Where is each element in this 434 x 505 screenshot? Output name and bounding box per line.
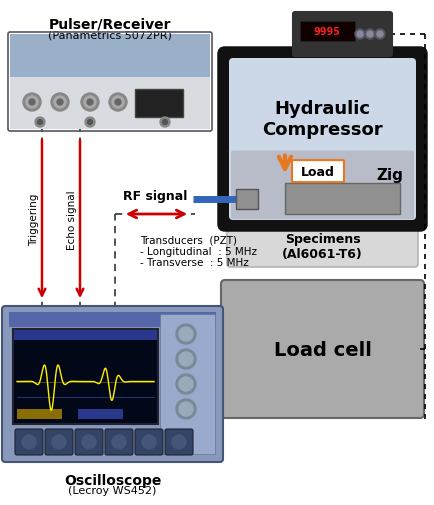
Bar <box>236 189 258 209</box>
Text: Oscilloscope: Oscilloscope <box>64 473 161 487</box>
Circle shape <box>26 97 38 109</box>
Circle shape <box>179 402 193 416</box>
Text: Pulser/Receiver: Pulser/Receiver <box>49 17 171 31</box>
Circle shape <box>357 32 363 38</box>
Circle shape <box>37 120 43 125</box>
Circle shape <box>112 435 126 449</box>
FancyBboxPatch shape <box>229 59 416 221</box>
Circle shape <box>112 97 124 109</box>
Bar <box>13 329 158 424</box>
FancyBboxPatch shape <box>219 49 426 231</box>
Circle shape <box>176 374 196 394</box>
FancyBboxPatch shape <box>231 152 414 220</box>
Text: Transducers  (PZT)
- Longitudinal  : 5 MHz
- Transverse  : 5 MHz: Transducers (PZT) - Longitudinal : 5 MHz… <box>140 234 257 268</box>
Circle shape <box>365 30 375 40</box>
FancyBboxPatch shape <box>292 161 344 183</box>
Text: Specimens
(Al6061-T6): Specimens (Al6061-T6) <box>282 232 363 261</box>
Circle shape <box>22 435 36 449</box>
FancyBboxPatch shape <box>2 307 223 462</box>
Bar <box>285 184 400 215</box>
Text: Load cell: Load cell <box>273 340 372 359</box>
Text: (Lecroy WS452): (Lecroy WS452) <box>68 485 157 495</box>
Circle shape <box>179 377 193 391</box>
Circle shape <box>172 435 186 449</box>
FancyBboxPatch shape <box>45 429 73 455</box>
FancyBboxPatch shape <box>15 429 43 455</box>
Circle shape <box>88 120 92 125</box>
Circle shape <box>162 120 168 125</box>
Text: Hydraulic
Compressor: Hydraulic Compressor <box>262 100 383 139</box>
Circle shape <box>367 32 373 38</box>
Circle shape <box>35 118 45 128</box>
Circle shape <box>23 94 41 112</box>
Text: 9995: 9995 <box>313 27 341 37</box>
Bar <box>9 313 216 327</box>
Circle shape <box>84 97 96 109</box>
Text: Zig: Zig <box>377 168 404 183</box>
Circle shape <box>85 118 95 128</box>
Circle shape <box>375 30 385 40</box>
Circle shape <box>179 352 193 366</box>
Circle shape <box>87 100 93 106</box>
Circle shape <box>377 32 383 38</box>
FancyBboxPatch shape <box>165 429 193 455</box>
Text: RF signal: RF signal <box>123 189 187 203</box>
Circle shape <box>51 94 69 112</box>
Circle shape <box>176 324 196 344</box>
Text: (Panametrics 5072PR): (Panametrics 5072PR) <box>48 30 172 40</box>
Circle shape <box>81 94 99 112</box>
Bar <box>78 409 123 419</box>
Circle shape <box>176 349 196 369</box>
FancyBboxPatch shape <box>10 78 210 130</box>
Bar <box>160 315 215 454</box>
Circle shape <box>109 94 127 112</box>
Bar <box>14 330 157 340</box>
Text: Load: Load <box>301 165 335 178</box>
Circle shape <box>355 30 365 40</box>
Bar <box>300 22 355 42</box>
Circle shape <box>52 435 66 449</box>
Circle shape <box>142 435 156 449</box>
Circle shape <box>160 118 170 128</box>
FancyBboxPatch shape <box>105 429 133 455</box>
Circle shape <box>176 399 196 419</box>
Circle shape <box>179 327 193 341</box>
FancyBboxPatch shape <box>221 280 424 418</box>
FancyBboxPatch shape <box>75 429 103 455</box>
FancyBboxPatch shape <box>135 429 163 455</box>
Circle shape <box>54 97 66 109</box>
Circle shape <box>82 435 96 449</box>
FancyBboxPatch shape <box>293 13 392 57</box>
Bar <box>17 409 62 419</box>
Text: Echo signal: Echo signal <box>67 190 77 249</box>
Circle shape <box>57 100 63 106</box>
FancyBboxPatch shape <box>227 224 418 268</box>
Bar <box>135 90 183 118</box>
Text: Triggering: Triggering <box>29 193 39 246</box>
Circle shape <box>115 100 121 106</box>
FancyBboxPatch shape <box>10 35 210 87</box>
Circle shape <box>29 100 35 106</box>
